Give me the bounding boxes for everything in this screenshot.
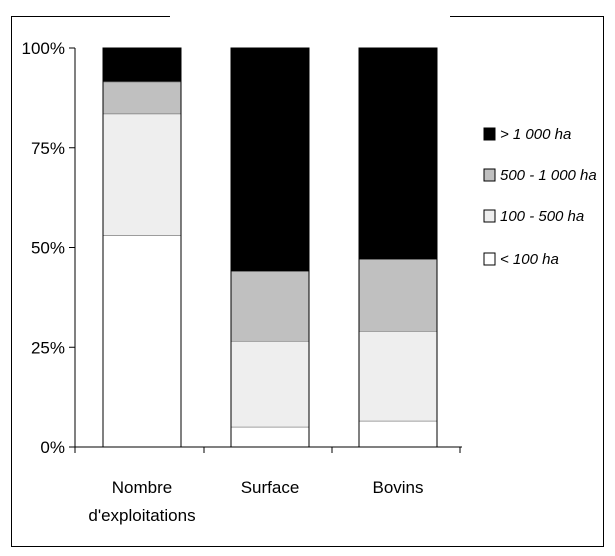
bars (102, 47, 438, 448)
bar-segment (102, 47, 182, 83)
bar-segment (230, 340, 310, 428)
legend-label: > 1 000 ha (500, 126, 571, 143)
y-tick-label: 0% (40, 438, 65, 457)
title-mask-gap (170, 0, 450, 18)
bar-segment (230, 426, 310, 448)
bar-segment (230, 47, 310, 272)
y-tick-label: 75% (31, 139, 65, 158)
legend-label: 100 - 500 ha (500, 208, 584, 225)
y-axis: 0% 25% 50% 75% 100% (22, 39, 76, 457)
bar-segment (230, 271, 310, 342)
y-tick-label: 100% (22, 39, 65, 58)
x-tick-label: Nombre (112, 478, 172, 497)
x-tick-label: Bovins (372, 478, 423, 497)
x-axis: Nombre d'exploitations Surface Bovins (74, 446, 462, 525)
bar-segment (358, 47, 438, 260)
bar-segment (358, 330, 438, 422)
legend: > 1 000 ha 500 - 1 000 ha 100 - 500 ha < 10… (483, 126, 597, 268)
legend-swatch (483, 252, 496, 266)
legend-swatch (483, 209, 496, 223)
bar-segment (102, 81, 182, 115)
bar-segment (358, 420, 438, 448)
x-tick-label: d'exploitations (88, 506, 195, 525)
bar-segment (102, 113, 182, 236)
y-tick-label: 25% (31, 338, 65, 357)
legend-swatch (483, 168, 496, 182)
legend-label: < 100 ha (500, 251, 559, 268)
bar-segment (102, 235, 182, 448)
x-tick-label: Surface (241, 478, 300, 497)
bar-segment (358, 259, 438, 332)
legend-label: 500 - 1 000 ha (500, 167, 597, 184)
legend-swatch (483, 127, 496, 141)
y-tick-label: 50% (31, 239, 65, 258)
